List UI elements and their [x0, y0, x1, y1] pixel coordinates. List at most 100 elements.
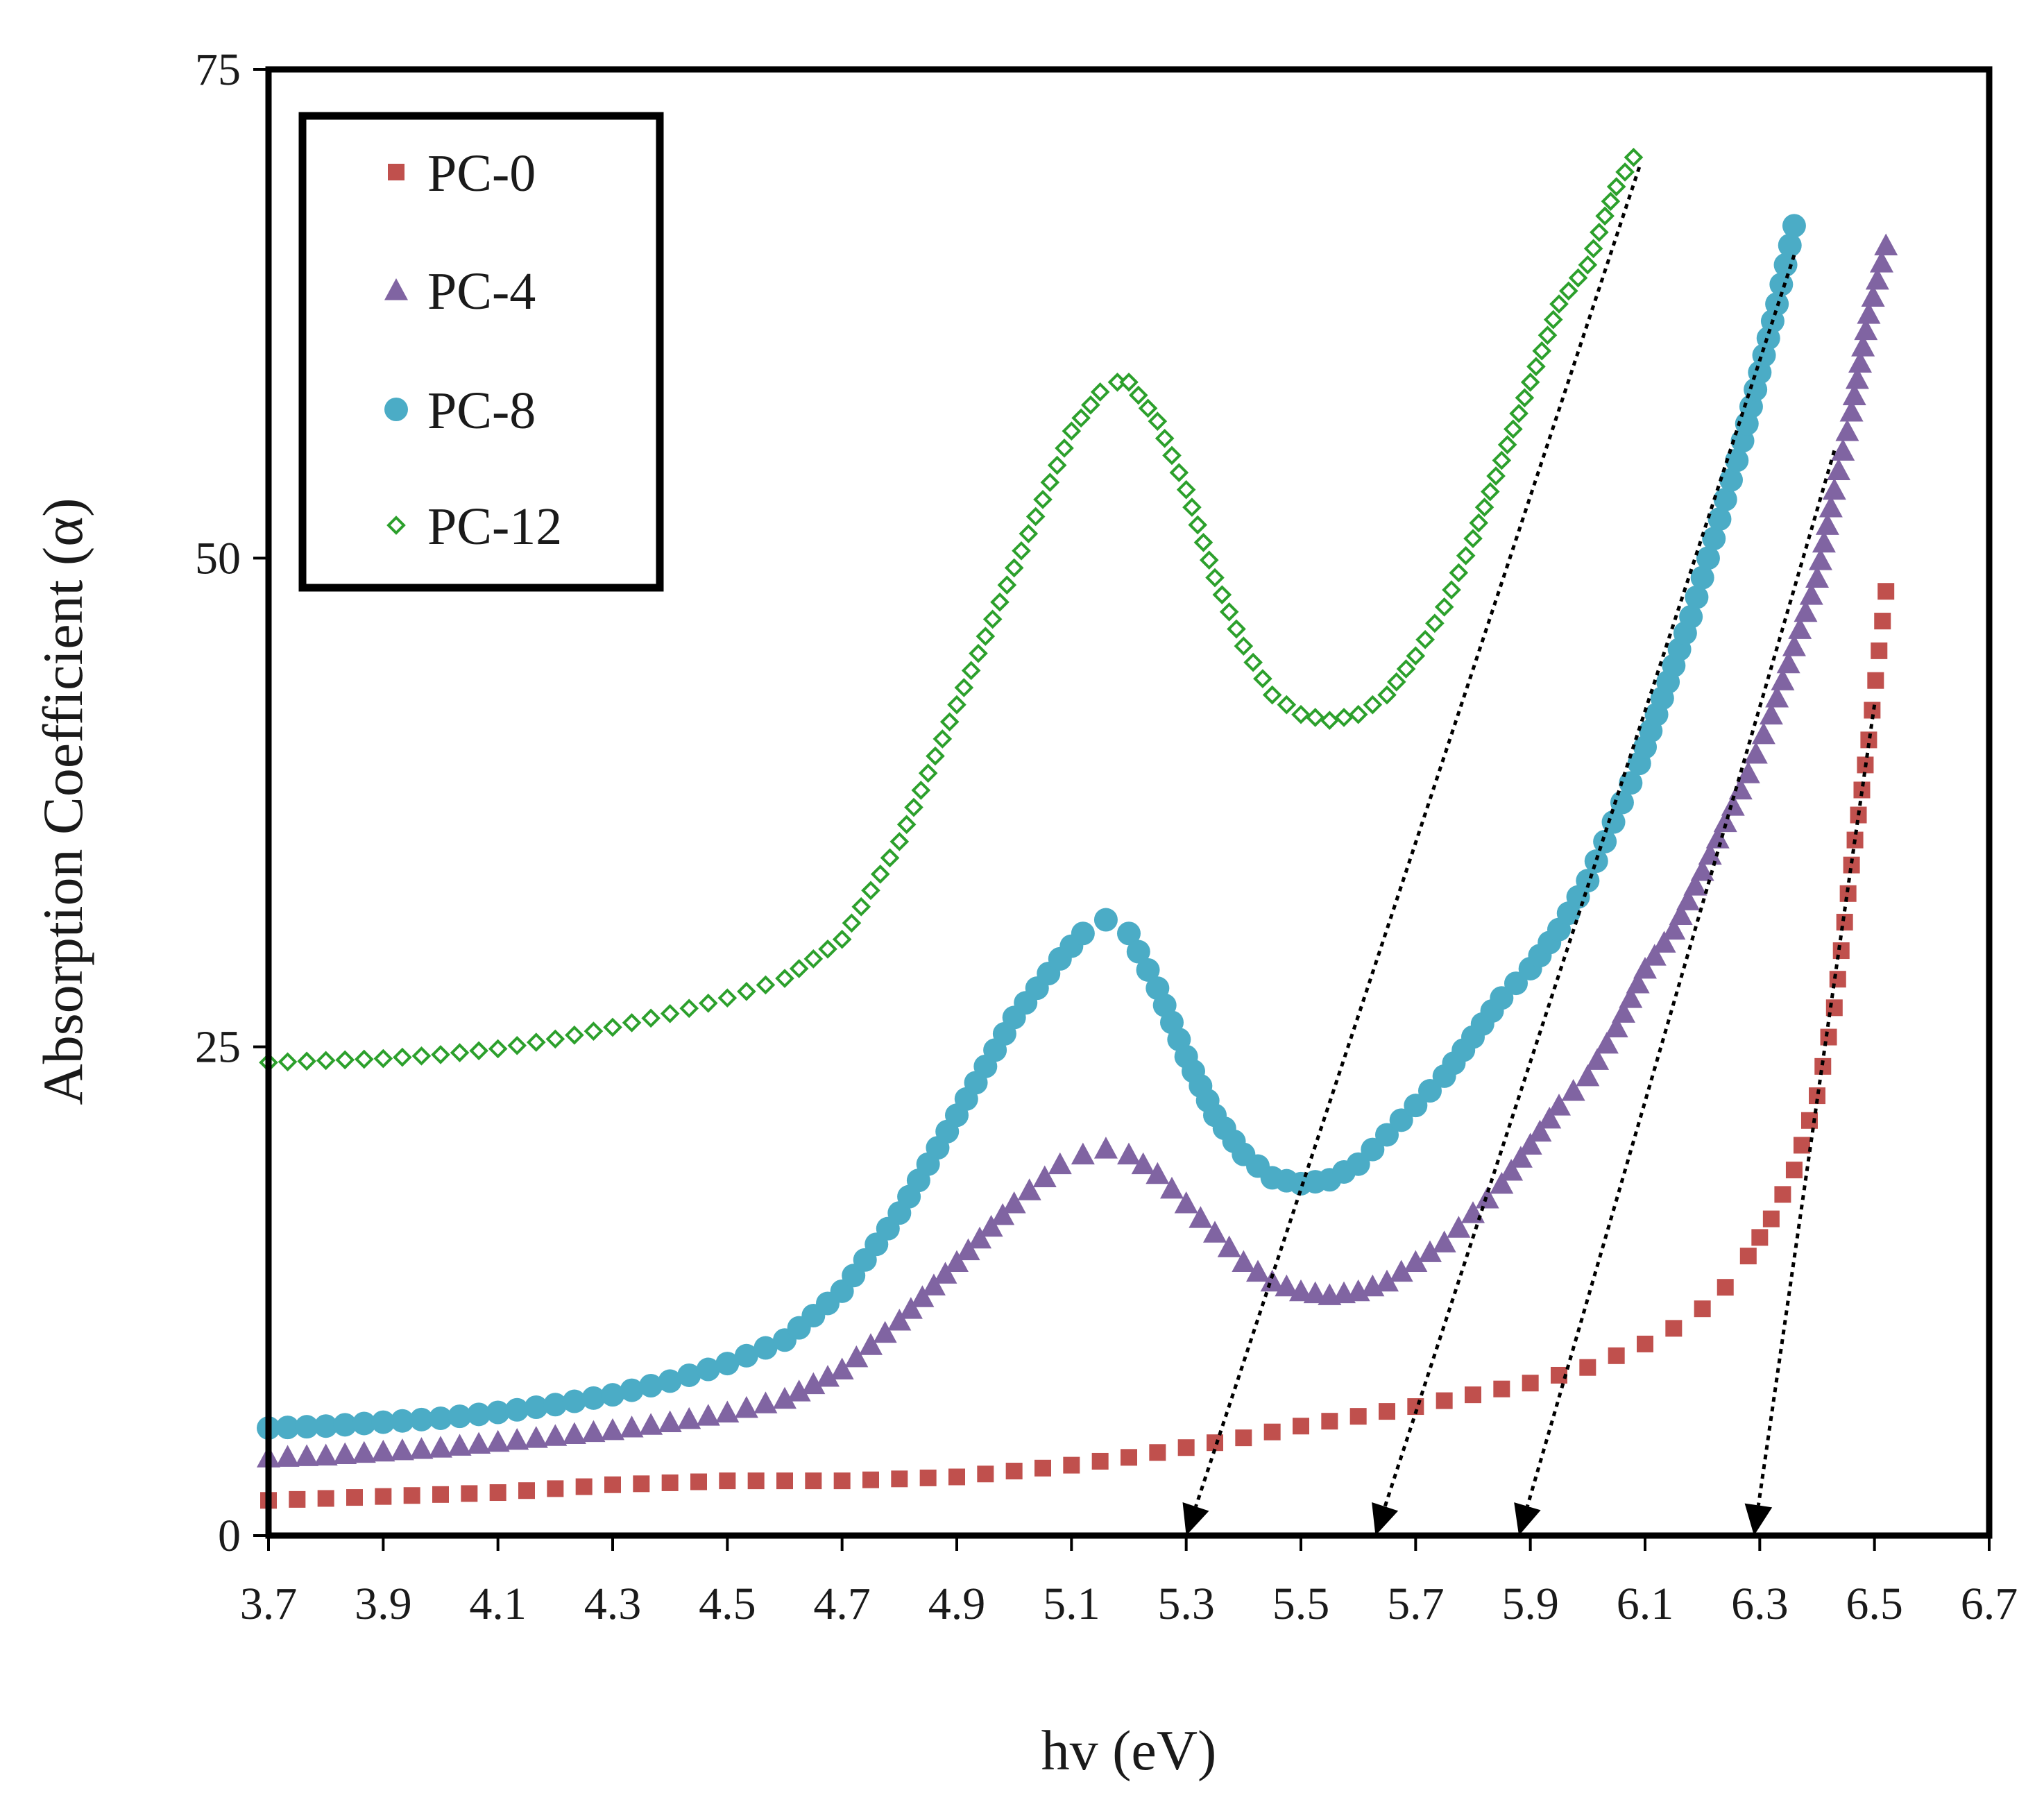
legend-marker	[384, 278, 408, 300]
data-point	[1679, 604, 1703, 629]
data-point	[461, 1485, 478, 1502]
data-point	[948, 1468, 965, 1486]
data-point	[1532, 341, 1552, 361]
data-point	[961, 661, 981, 681]
data-point	[1778, 233, 1802, 257]
data-point	[1874, 233, 1898, 256]
data-point	[1765, 686, 1789, 708]
data-point	[1736, 761, 1760, 783]
data-point	[1447, 1216, 1471, 1238]
data-point	[1845, 367, 1869, 389]
data-point	[679, 999, 699, 1019]
data-point	[1547, 1094, 1571, 1116]
data-point	[1696, 546, 1720, 570]
data-point	[1465, 1386, 1481, 1404]
data-point	[1504, 419, 1523, 439]
data-point	[1822, 477, 1846, 500]
data-point	[1619, 986, 1643, 1008]
data-point	[1093, 1137, 1118, 1159]
data-point	[1870, 250, 1893, 273]
data-point	[1642, 944, 1667, 966]
data-point	[977, 1465, 994, 1483]
data-point	[1739, 1248, 1757, 1265]
data-point	[1839, 400, 1864, 422]
data-point	[1762, 1210, 1780, 1227]
data-point	[1578, 255, 1598, 275]
series-pc-0	[260, 583, 1895, 1509]
x-tick-label: 5.3	[1157, 1579, 1215, 1629]
series-pc-8	[257, 214, 1806, 1441]
data-point	[1062, 421, 1082, 441]
data-point	[932, 729, 953, 749]
data-point	[1652, 931, 1676, 953]
data-point	[1155, 428, 1175, 448]
data-point	[1418, 1240, 1442, 1262]
data-point	[604, 1476, 621, 1493]
data-point	[333, 1442, 357, 1465]
data-point	[1291, 704, 1311, 724]
data-point	[1509, 404, 1528, 423]
data-point	[584, 1021, 604, 1041]
data-point	[1404, 1094, 1428, 1118]
data-point	[1854, 318, 1878, 341]
data-point	[1751, 722, 1775, 745]
data-point	[1262, 685, 1282, 705]
data-point	[1543, 309, 1563, 330]
data-point	[1515, 388, 1535, 408]
data-point	[547, 1480, 564, 1497]
legend-item-pc-4: PC-4	[384, 262, 536, 321]
data-point	[1713, 487, 1737, 511]
data-point	[1121, 1449, 1137, 1466]
extrapolation-arrow	[1372, 254, 1796, 1536]
data-point	[1469, 513, 1489, 533]
data-point	[1490, 1171, 1514, 1194]
data-point	[431, 1045, 450, 1064]
data-point	[753, 1336, 778, 1360]
data-point	[1093, 908, 1118, 932]
data-point	[390, 1438, 414, 1461]
data-point	[1404, 1250, 1428, 1273]
data-point	[898, 1297, 923, 1319]
data-point	[1148, 411, 1168, 431]
data-point	[1260, 1269, 1284, 1292]
data-point	[1782, 214, 1806, 238]
data-point	[1851, 334, 1875, 357]
data-point	[1032, 1165, 1057, 1187]
data-point	[469, 1041, 488, 1061]
data-point	[803, 949, 824, 969]
x-tick-label: 6.5	[1846, 1579, 1903, 1629]
data-point	[432, 1486, 449, 1503]
x-tick-label: 5.7	[1387, 1579, 1445, 1629]
y-axis-title: Absorption Coefficient (α)	[31, 498, 94, 1105]
data-point	[818, 939, 837, 959]
data-point	[801, 1372, 826, 1395]
legend-item-pc-12: PC-12	[386, 498, 562, 556]
x-tick-label: 6.1	[1617, 1579, 1674, 1629]
data-point	[1583, 239, 1603, 259]
data-point	[921, 1273, 946, 1295]
data-point	[486, 1429, 510, 1452]
data-point	[1690, 859, 1714, 881]
data-point	[1493, 1380, 1510, 1397]
data-point	[1463, 529, 1483, 548]
data-point	[1361, 1137, 1385, 1162]
data-point	[620, 1378, 644, 1402]
data-point	[1305, 708, 1325, 727]
y-tick-label: 50	[195, 533, 241, 584]
data-point	[1090, 382, 1110, 402]
data-point	[467, 1402, 491, 1427]
data-point	[1012, 541, 1031, 561]
data-point	[1683, 874, 1707, 896]
data-point	[1189, 1206, 1213, 1228]
data-point	[904, 797, 923, 817]
data-point	[581, 1386, 606, 1410]
data-point	[403, 1487, 420, 1504]
data-point	[1442, 580, 1461, 600]
data-point	[1432, 1230, 1456, 1252]
data-point	[1162, 445, 1182, 466]
data-point	[1665, 1320, 1683, 1337]
data-point	[1707, 507, 1732, 531]
data-point	[1662, 917, 1686, 940]
data-point	[1848, 350, 1872, 373]
data-point	[1149, 1444, 1166, 1461]
